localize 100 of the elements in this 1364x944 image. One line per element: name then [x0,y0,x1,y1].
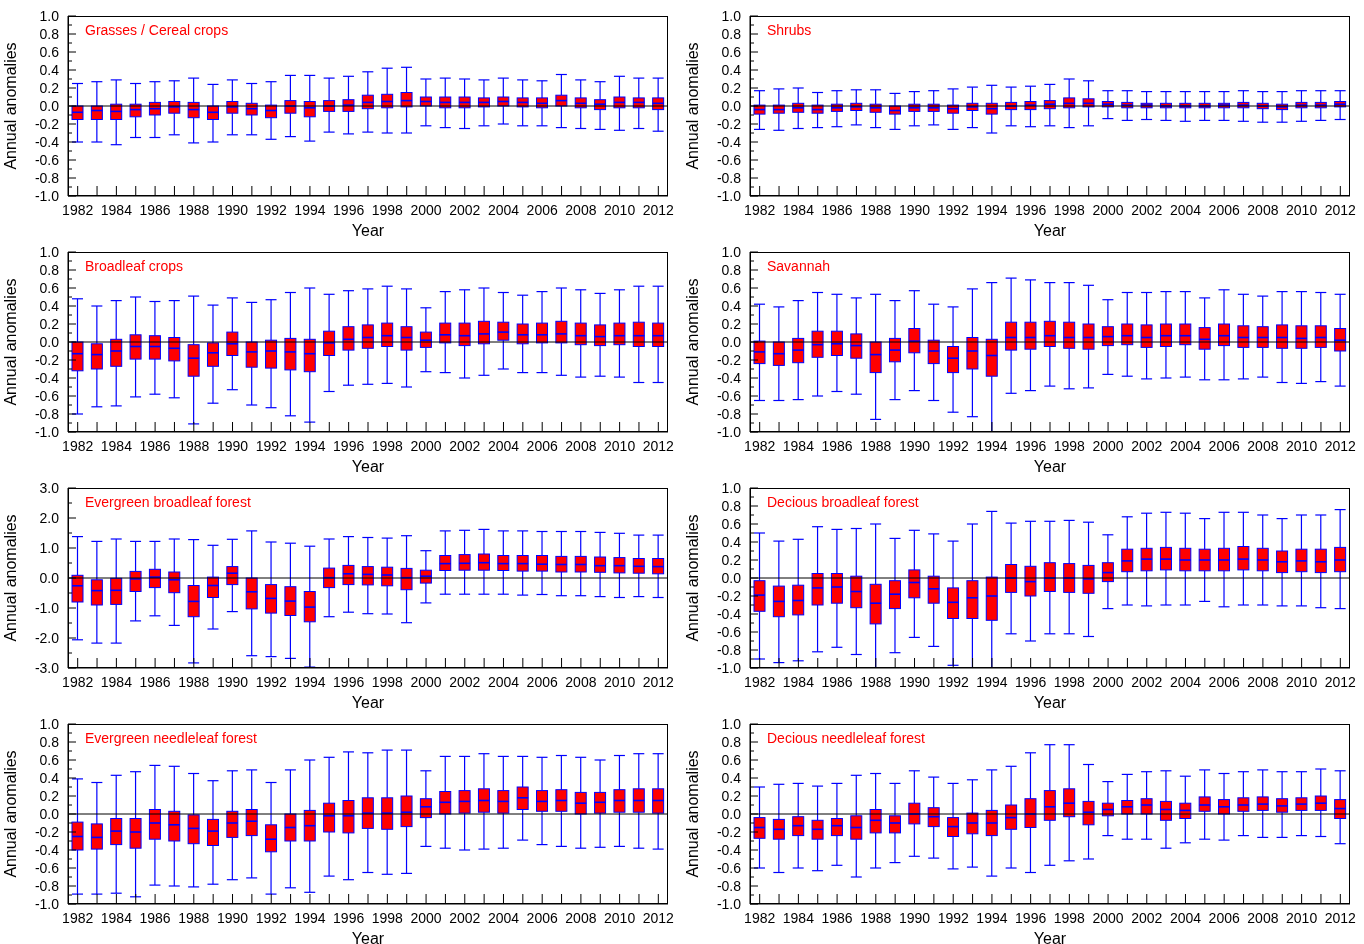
y-tick-label: 0.6 [39,43,60,60]
y-tick-label: 0.2 [721,79,742,96]
x-tick-label: 2004 [487,673,520,690]
x-tick-label: 2004 [1169,201,1202,218]
x-tick-label: 1990 [216,673,249,690]
y-tick-label: -0.4 [716,841,742,858]
x-tick-label: 1994 [294,201,326,218]
x-tick-label: 1988 [178,437,210,454]
x-tick-label: 1992 [255,673,288,690]
x-tick-label: 1984 [782,201,815,218]
y-tick-label: 0.4 [721,61,742,78]
x-tick-label: 2000 [1092,909,1124,926]
chart-title: Decious broadleaf forest [767,494,919,510]
x-tick-label: 2004 [487,201,520,218]
x-tick-label: 1998 [1053,673,1086,690]
x-tick-label: 2012 [642,437,675,454]
y-tick-label: 2.0 [39,509,60,526]
x-tick-label: 2008 [1247,437,1279,454]
x-tick-label: 2006 [1208,437,1240,454]
y-tick-label: -0.4 [34,133,60,150]
x-tick-label: 2008 [565,673,597,690]
x-tick-label: 1986 [821,437,853,454]
x-tick-label: 1988 [860,673,892,690]
x-tick-label: 1986 [821,909,853,926]
x-tick-label: 2006 [526,909,558,926]
y-tick-label: 1.0 [721,715,742,732]
y-tick-label: -0.6 [716,387,742,404]
y-tick-label: 1.0 [721,243,742,260]
y-tick-label: 0.2 [39,315,60,332]
x-tick-label: 1998 [371,201,404,218]
y-tick-label: -0.2 [716,823,742,840]
x-tick-label: 1988 [860,201,892,218]
y-axis-title: Annual anomalies [683,278,701,406]
y-tick-label: 0.0 [39,97,60,114]
x-tick-label: 2006 [526,201,558,218]
y-tick-label: -0.6 [716,151,742,168]
chart-title: Savannah [767,258,831,274]
y-tick-label: -0.6 [716,859,742,876]
y-tick-label: -0.6 [34,387,60,404]
y-tick-label: -1.0 [34,599,60,616]
x-axis-title: Year [1033,222,1067,239]
x-tick-label: 1996 [333,673,365,690]
x-tick-label: 1988 [178,673,210,690]
x-tick-label: 1992 [937,909,970,926]
chart-title: Broadleaf crops [85,258,184,274]
y-tick-label: 0.4 [39,61,60,78]
y-tick-label: -0.2 [34,823,60,840]
x-tick-label: 1998 [1053,909,1086,926]
y-tick-label: -0.2 [716,115,742,132]
x-tick-label: 1982 [744,909,776,926]
y-tick-label: -0.2 [34,115,60,132]
y-tick-label: -0.2 [716,587,742,604]
x-tick-label: 1992 [937,201,970,218]
x-tick-label: 2006 [526,437,558,454]
y-tick-label: 0.4 [721,769,742,786]
x-tick-label: 1982 [744,673,776,690]
x-tick-label: 2012 [642,201,675,218]
y-tick-label: 0.6 [39,279,60,296]
x-tick-label: 1990 [898,673,931,690]
x-tick-label: 1982 [62,673,94,690]
y-tick-label: -0.4 [34,369,60,386]
y-axis-title: Annual anomalies [1,278,19,406]
x-tick-label: 1996 [333,201,365,218]
x-tick-label: 2002 [1131,437,1163,454]
x-tick-label: 2010 [1286,909,1318,926]
x-tick-label: 1984 [100,673,133,690]
x-tick-label: 1986 [139,201,171,218]
y-tick-label: 0.8 [721,733,742,750]
y-tick-label: 0.0 [721,569,742,586]
y-tick-label: -0.8 [716,405,742,422]
x-tick-label: 2000 [1092,201,1124,218]
x-tick-label: 2008 [1247,673,1279,690]
y-tick-label: -1.0 [716,895,742,912]
x-tick-label: 1984 [782,437,815,454]
y-tick-label: -0.4 [716,605,742,622]
x-tick-label: 2008 [1247,909,1279,926]
x-tick-label: 1986 [139,673,171,690]
x-tick-label: 1986 [139,909,171,926]
y-tick-label: -3.0 [34,659,60,676]
x-tick-label: 1998 [371,909,404,926]
x-tick-label: 1998 [1053,201,1086,218]
x-tick-label: 2004 [1169,437,1202,454]
x-tick-label: 2000 [1092,673,1124,690]
y-tick-label: -0.2 [716,351,742,368]
y-tick-label: 0.8 [721,261,742,278]
x-tick-label: 1992 [255,201,288,218]
x-tick-label: 1990 [898,437,931,454]
y-tick-label: -0.6 [34,859,60,876]
x-tick-label: 2006 [1208,673,1240,690]
y-tick-label: -1.0 [34,895,60,912]
y-tick-label: -0.6 [34,151,60,168]
x-tick-label: 1992 [937,673,970,690]
x-tick-label: 1990 [898,201,931,218]
x-tick-label: 2010 [604,673,636,690]
x-tick-label: 1994 [976,909,1008,926]
y-tick-label: 0.6 [39,751,60,768]
x-tick-label: 2006 [526,673,558,690]
x-tick-label: 2008 [1247,201,1279,218]
x-tick-label: 1988 [860,437,892,454]
x-tick-label: 1994 [976,201,1008,218]
